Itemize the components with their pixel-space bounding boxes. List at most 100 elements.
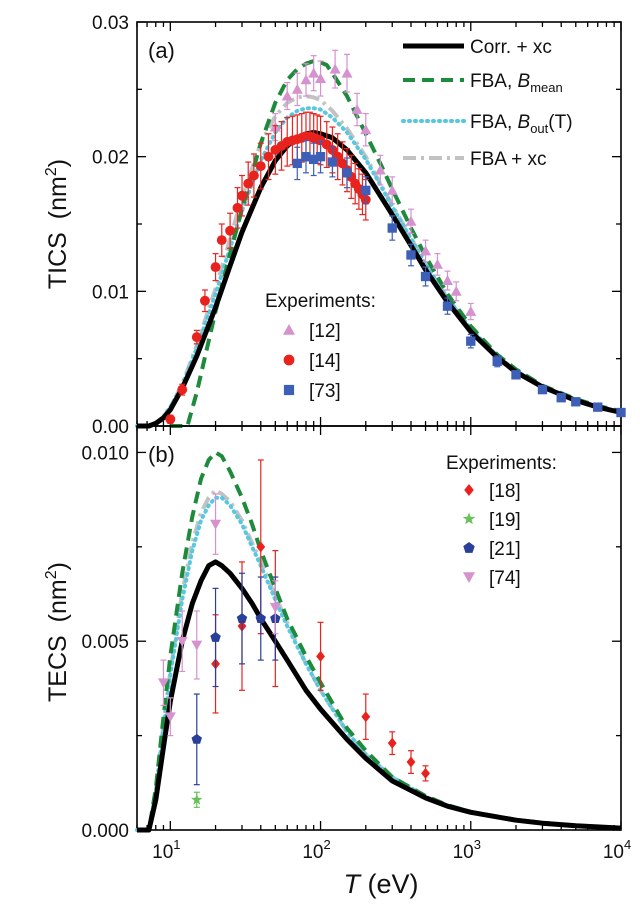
data-point-ref73ref (556, 393, 566, 403)
panel-a-ylabel-unit: (nm (44, 176, 72, 219)
y-tick-label: 0.02 (92, 148, 129, 169)
legend-label-fba-bout: FBA, Bout(T) (470, 112, 573, 136)
data-point-ref73ref (292, 158, 302, 169)
data-point-ref12ref (450, 285, 462, 296)
data-point-ref12ref (405, 215, 417, 226)
legend-label-fba-bmean: FBA, Bmean (470, 71, 563, 95)
data-point-ref74ref (191, 640, 203, 651)
data-point-ref74ref (164, 712, 176, 723)
y-tick-label: 0.01 (92, 282, 129, 303)
data-point-ref12ref (360, 124, 372, 135)
data-point-ref18ref (421, 767, 430, 779)
legend-marker-ref21ref (463, 542, 475, 553)
series-line-corr-xc (137, 129, 622, 429)
data-point-ref12ref (281, 90, 293, 101)
data-point-ref12ref (386, 184, 398, 195)
panel-a-experiments-legend: Experiments: [12] [14] [73] (265, 291, 376, 402)
y-tick-label: 0.005 (81, 632, 129, 653)
legend-label-corr-xc: Corr. + xc (470, 37, 552, 58)
x-tick-label: 103 (453, 837, 481, 863)
data-point-ref73ref (442, 301, 453, 311)
series-line-fba-bmean (137, 450, 622, 832)
data-point-ref14ref (232, 202, 243, 213)
data-point-ref14ref (216, 235, 227, 246)
x-axis-label: T (eV) (343, 869, 418, 899)
panel-b-ylabel-close: ) (44, 562, 72, 570)
legend-marker-ref19ref (462, 512, 476, 525)
x-tick-label: 104 (603, 837, 631, 863)
data-point-ref12ref (291, 83, 303, 94)
data-point-ref73ref (571, 397, 581, 407)
data-point-ref73ref (492, 356, 502, 367)
x-tick-labels: 101 102 103 104 (152, 837, 631, 863)
data-point-ref73ref (420, 271, 431, 282)
panel-a-ticks: 0.00 0.01 0.02 0.03 (92, 13, 622, 438)
panel-b-ticks: 0.000 0.005 0.010 (81, 426, 622, 842)
data-point-ref73ref (327, 157, 338, 167)
data-point-ref73ref (537, 384, 548, 395)
data-point-ref73ref (593, 402, 603, 412)
panel-b-experiments-title: Experiments: (446, 453, 557, 474)
panel-b-ylabel-sup: 2 (43, 570, 60, 579)
data-point-ref12ref (431, 258, 443, 269)
legend-label-fba-xc: FBA + xc (470, 149, 547, 170)
y-tick-label: 0.00 (92, 417, 129, 438)
data-point-ref12ref (329, 63, 341, 74)
data-point-ref21ref (191, 733, 202, 744)
y-tick-label: 0.010 (81, 443, 129, 464)
data-point-ref74ref (210, 519, 222, 530)
panel-b-y-axis-label: TECS (nm2) (43, 562, 72, 702)
panel-a-experiments-entries: [12] [14] [73] (283, 321, 341, 402)
panel-b-experiments-entries: [18] [19] [21] [74] (462, 481, 521, 589)
data-point-ref14ref (191, 332, 202, 343)
data-point-ref12ref (351, 104, 363, 114)
data-point-ref12ref (308, 67, 320, 78)
legend-label-ref21ref: [21] (489, 539, 521, 560)
panel-b-curves (135, 450, 623, 833)
data-point-ref73ref (406, 250, 416, 260)
legend-marker-ref14ref (283, 354, 295, 366)
data-point-ref73ref (361, 185, 371, 196)
data-point-ref73ref (466, 336, 476, 346)
data-point-ref12ref (442, 275, 454, 285)
legend-marker-ref18ref (464, 484, 474, 496)
panel-a-experiments-title: Experiments: (265, 291, 376, 312)
series-line-fba-bout-t- (135, 495, 623, 832)
data-point-ref14ref (255, 161, 266, 172)
panel-b-label: (b) (148, 442, 175, 467)
panel-a-legend: Corr. + xc FBA, Bmean FBA, Bout(T) FBA +… (401, 37, 573, 170)
legend-marker-ref12ref (283, 324, 295, 335)
data-point-ref12ref (341, 67, 353, 78)
y-tick-label: 0.000 (81, 821, 129, 842)
data-point-ref12ref (374, 164, 386, 175)
data-point-ref73ref (315, 151, 326, 162)
data-point-ref21ref (210, 631, 221, 642)
data-point-ref14ref (199, 295, 210, 306)
data-point-ref73ref (511, 370, 521, 380)
legend-marker-ref74ref (463, 572, 475, 583)
legend-marker-ref73ref (283, 384, 295, 396)
legend-label-ref74ref: [74] (489, 568, 521, 589)
series-line-fba-xc (137, 94, 622, 428)
panel-a-experiment-points (165, 49, 626, 425)
x-tick-label: 101 (152, 837, 180, 863)
panel-a-ylabel-sup: 2 (43, 167, 60, 176)
data-point-ref73ref (301, 151, 311, 162)
panel-b-experiment-points (157, 459, 430, 808)
data-point-ref21ref (236, 613, 248, 623)
data-point-ref73ref (387, 223, 397, 233)
panel-b-plot-frame (136, 425, 622, 831)
data-point-ref74ref (269, 602, 281, 613)
data-point-ref14ref (225, 225, 236, 236)
data-point-ref18ref (256, 541, 266, 553)
panel-a-label: (a) (148, 38, 175, 63)
data-point-ref12ref (300, 74, 312, 85)
data-point-ref12ref (420, 245, 432, 256)
data-point-ref74ref (176, 636, 188, 647)
panel-b-experiments-legend: Experiments: [18] [19] [21] [74] (446, 453, 557, 589)
data-point-ref14ref (237, 190, 247, 201)
data-point-ref18ref (361, 711, 371, 723)
x-tick-label: 102 (302, 837, 330, 863)
panel-a-ylabel-close: ) (44, 159, 72, 167)
